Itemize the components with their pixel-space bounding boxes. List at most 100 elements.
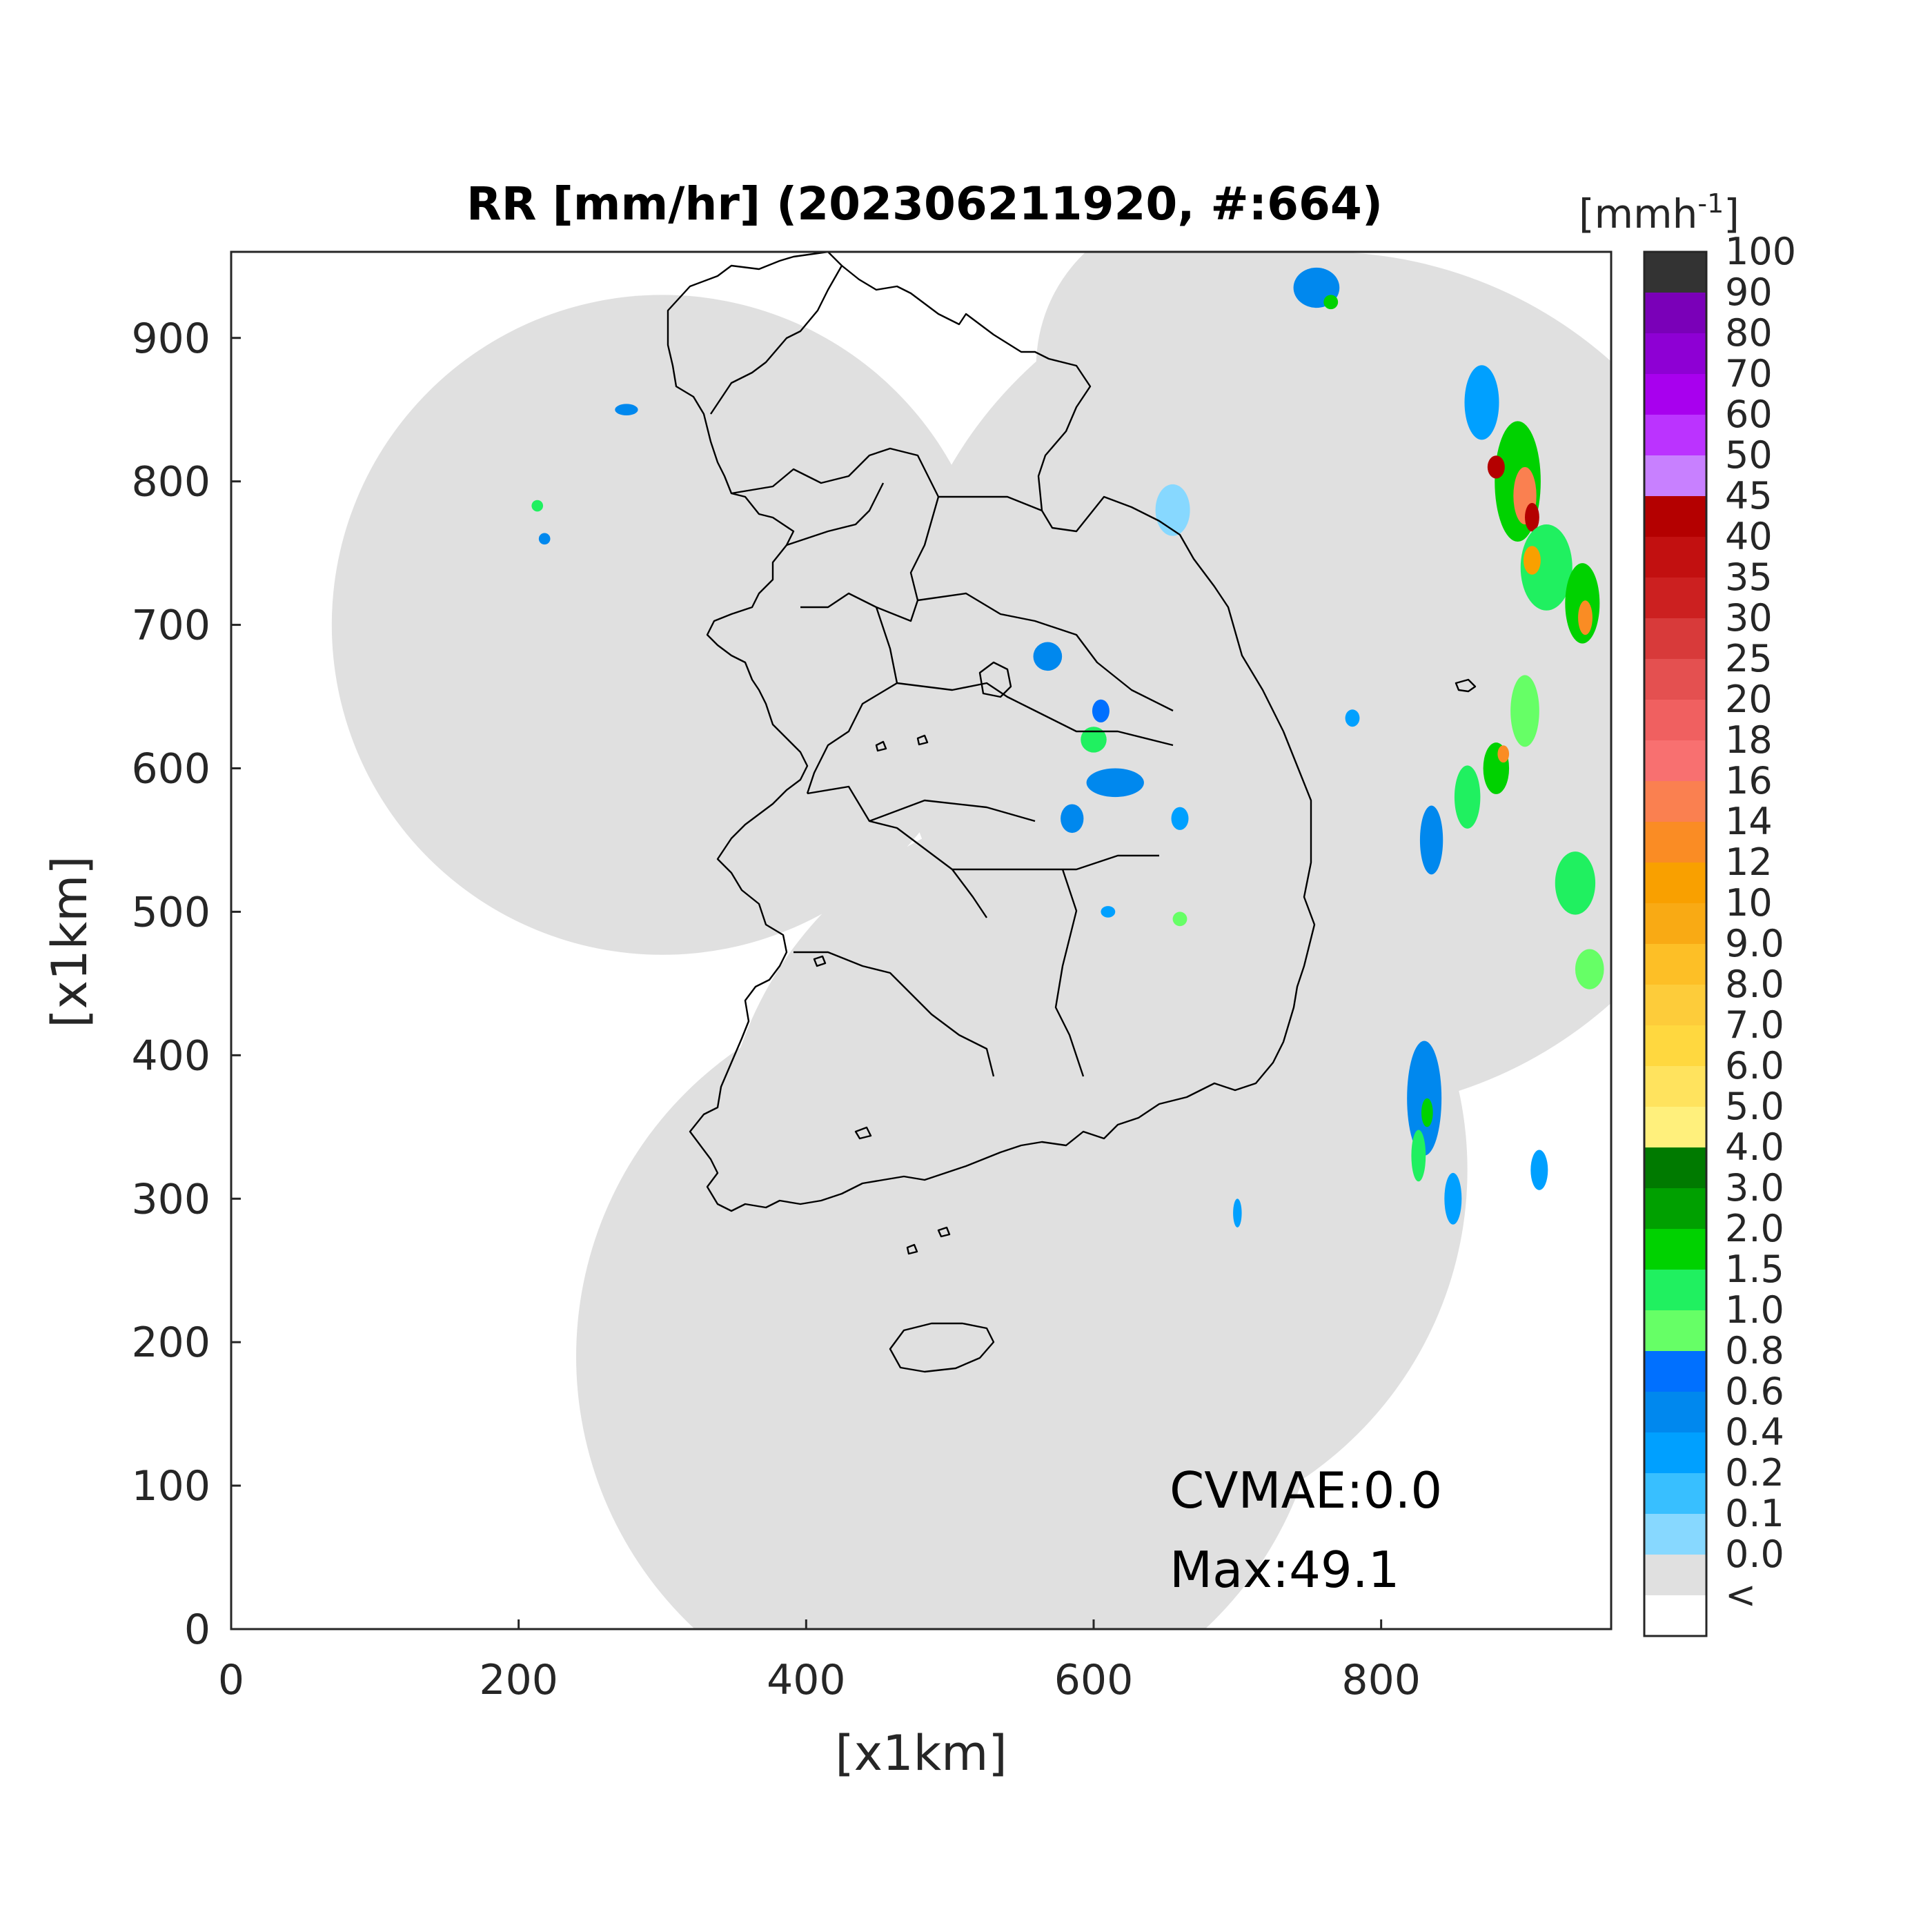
colorbar-label: 70 xyxy=(1725,352,1773,395)
precip-cell xyxy=(1497,745,1510,763)
colorbar-segment xyxy=(1644,985,1706,1026)
y-tick-label: 700 xyxy=(131,602,210,650)
y-tick-label: 0 xyxy=(184,1606,210,1654)
colorbar-segment xyxy=(1644,333,1706,375)
colorbar-segment xyxy=(1644,293,1706,334)
precip-cell xyxy=(1421,1098,1433,1127)
colorbar-segment xyxy=(1644,415,1706,456)
colorbar-label: 4.0 xyxy=(1725,1125,1784,1169)
colorbar-label: 45 xyxy=(1725,474,1773,518)
colorbar-segment xyxy=(1644,1514,1706,1555)
x-tick-label: 400 xyxy=(767,1656,846,1704)
small-island-1 xyxy=(875,740,887,752)
precip-cell xyxy=(538,533,551,545)
colorbar-segment xyxy=(1644,700,1706,741)
colorbar-segment xyxy=(1644,1147,1706,1189)
plot-title: RR [mm/hr] (202306211920, #:664) xyxy=(466,177,1383,230)
precip-cell xyxy=(1061,804,1084,834)
precip-cell xyxy=(1578,600,1593,635)
precip-cell xyxy=(1407,1041,1442,1156)
precip-cell xyxy=(1525,502,1539,532)
colorbar: 100908070605045403530252018161412109.08.… xyxy=(1643,230,1796,1637)
colorbar-segment xyxy=(1644,1229,1706,1270)
cvmae-annotation: CVMAE:0.0 xyxy=(1170,1461,1442,1519)
colorbar-label: 5.0 xyxy=(1725,1085,1784,1128)
colorbar-segment xyxy=(1644,1310,1706,1352)
y-tick-label: 800 xyxy=(131,458,210,506)
korea-peninsula-outline xyxy=(667,252,1316,1212)
colorbar-segment xyxy=(1644,496,1706,538)
precip-cell xyxy=(1081,727,1107,753)
precip-cell xyxy=(1523,546,1541,575)
colorbar-label: 9.0 xyxy=(1725,922,1784,965)
colorbar-segment xyxy=(1644,1555,1706,1596)
precipitation-cells xyxy=(531,267,1604,1228)
colorbar-segment xyxy=(1644,1432,1706,1474)
y-tick-label: 300 xyxy=(131,1175,210,1223)
colorbar-segment xyxy=(1644,1595,1706,1637)
colorbar-label: 20 xyxy=(1725,678,1773,721)
colorbar-label: 100 xyxy=(1725,230,1796,273)
colorbar-segment xyxy=(1644,1025,1706,1067)
precip-cell xyxy=(1487,455,1505,479)
colorbar-segment xyxy=(1644,1107,1706,1148)
colorbar-segment xyxy=(1644,659,1706,700)
small-island-6 xyxy=(937,1226,951,1238)
north-border-line xyxy=(710,265,843,415)
colorbar-label: 0.8 xyxy=(1725,1329,1784,1372)
precip-cell xyxy=(1033,642,1063,671)
precip-cell xyxy=(1454,765,1481,829)
colorbar-label: 8.0 xyxy=(1725,963,1784,1006)
colorbar-segment xyxy=(1644,455,1706,497)
coverage-circle-4 xyxy=(1036,252,1352,524)
x-tick-label: 800 xyxy=(1341,1656,1421,1704)
map-plot-area xyxy=(231,252,1611,1629)
precip-cell xyxy=(1444,1172,1462,1225)
precip-cell xyxy=(1419,805,1443,875)
colorbar-segment xyxy=(1644,1188,1706,1230)
y-tick-label: 200 xyxy=(131,1319,210,1367)
colorbar-segment xyxy=(1644,740,1706,782)
precip-cell xyxy=(1086,768,1144,798)
colorbar-label: 30 xyxy=(1725,596,1773,640)
ulleung-island xyxy=(1455,678,1477,693)
precip-cell xyxy=(1172,911,1187,927)
small-island-4 xyxy=(854,1126,872,1140)
colorbar-segment xyxy=(1644,1473,1706,1515)
y-axis: 0 100 200 300 400 500 600 700 800 900 xyxy=(131,315,241,1654)
y-tick-label: 600 xyxy=(131,745,210,793)
y-tick-label: 400 xyxy=(131,1032,210,1080)
province-boundaries xyxy=(731,447,1174,1077)
small-island-5 xyxy=(906,1243,918,1255)
precip-cell xyxy=(1510,675,1539,747)
colorbar-label: 7.0 xyxy=(1725,1003,1784,1047)
colorbar-label: 0.0 xyxy=(1725,1532,1784,1576)
small-island-2 xyxy=(916,734,929,746)
colorbar-label: 1.5 xyxy=(1725,1248,1784,1291)
plot-frame xyxy=(230,250,1613,1630)
precip-cell xyxy=(1411,1130,1426,1182)
x-tick-label: 0 xyxy=(218,1656,244,1704)
colorbar-label: 50 xyxy=(1725,433,1773,477)
colorbar-frame xyxy=(1643,250,1708,1637)
jeju-island xyxy=(889,1322,995,1373)
x-tick-label: 600 xyxy=(1054,1656,1134,1704)
colorbar-label: 0.6 xyxy=(1725,1370,1784,1413)
colorbar-segment xyxy=(1644,1066,1706,1107)
colorbar-label: 6.0 xyxy=(1725,1044,1784,1087)
colorbar-segment xyxy=(1644,1270,1706,1311)
colorbar-label: 0.4 xyxy=(1725,1410,1784,1454)
precip-cell xyxy=(1530,1150,1548,1190)
colorbar-label: 35 xyxy=(1725,555,1773,599)
colorbar-segment xyxy=(1644,252,1706,293)
colorbar-segment xyxy=(1644,618,1706,660)
precip-cell xyxy=(1233,1199,1242,1228)
colorbar-segment xyxy=(1644,1351,1706,1392)
x-axis: 0 200 400 600 800 xyxy=(218,1619,1421,1704)
y-axis-label: [x1km] xyxy=(41,856,98,1027)
colorbar-label: 1.0 xyxy=(1725,1288,1784,1332)
y-tick-label: 100 xyxy=(131,1462,210,1510)
colorbar-label: 25 xyxy=(1725,637,1773,680)
colorbar-label: 14 xyxy=(1725,800,1773,843)
